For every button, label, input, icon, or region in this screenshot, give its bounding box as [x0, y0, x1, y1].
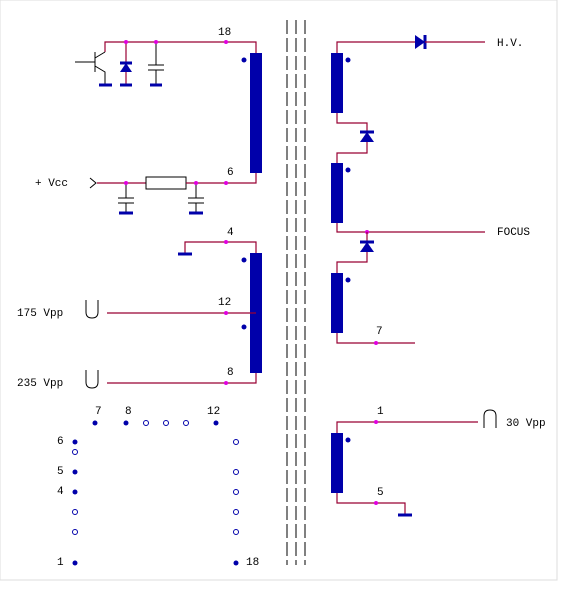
pinout: [72, 420, 239, 566]
pinout-label: 4: [57, 486, 64, 498]
windings: [241, 53, 351, 493]
signal-label: 175 Vpp: [17, 308, 63, 320]
pinout-label: 12: [207, 406, 220, 418]
signal-label: + Vcc: [35, 178, 68, 190]
pinout-label: 7: [95, 406, 102, 418]
signal-label: 235 Vpp: [17, 378, 63, 390]
pinout-label: 18: [246, 557, 259, 569]
pin-label: 12: [218, 297, 231, 309]
pin-label: 7: [376, 326, 383, 338]
signal-label: H.V.: [497, 38, 523, 50]
pinout-label: 8: [125, 406, 132, 418]
pinout-label: 6: [57, 436, 64, 448]
core: [286, 20, 306, 565]
primary-wiring: [75, 40, 257, 389]
secondary-wiring: [336, 35, 497, 517]
pin-label: 18: [218, 27, 231, 39]
signal-label: 30 Vpp: [506, 418, 546, 430]
pin-label: 1: [377, 406, 384, 418]
frame: [0, 0, 558, 581]
pin-label: 5: [377, 487, 384, 499]
pin-label: 4: [227, 227, 234, 239]
pinout-label: 5: [57, 466, 64, 478]
pinout-label: 1: [57, 557, 64, 569]
signal-label: FOCUS: [497, 227, 530, 239]
pin-label: 8: [227, 367, 234, 379]
pin-label: 6: [227, 167, 234, 179]
